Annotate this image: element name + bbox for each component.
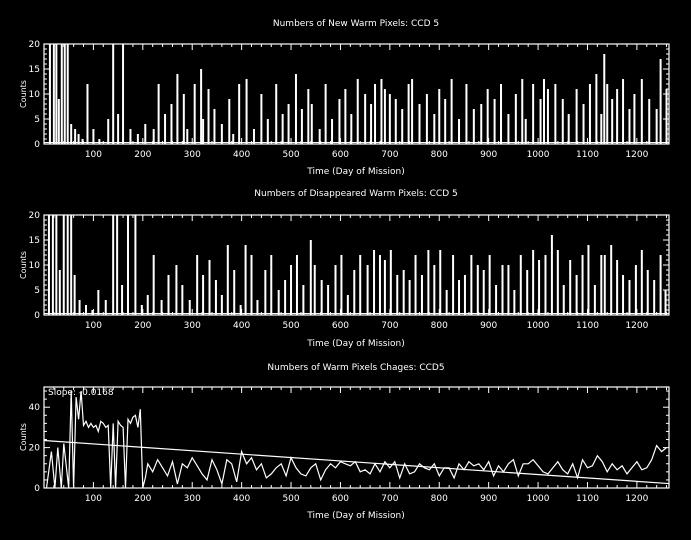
x-tick-label: 100 [85, 494, 102, 504]
plot-frame [43, 386, 670, 489]
y-tick-label: 20 [29, 211, 41, 221]
panel-new-warm-pixels: Numbers of New Warm Pixels: CCD 5 Counts… [19, 19, 670, 177]
x-tick-label: 300 [184, 494, 201, 504]
y-axis-label: Counts [19, 423, 28, 451]
y-tick-label: 40 [29, 403, 41, 413]
x-tick-label: 500 [282, 150, 299, 160]
x-tick-label: 500 [282, 494, 299, 504]
x-tick-label: 100 [85, 321, 102, 331]
y-tick-label: 15 [29, 236, 40, 246]
x-tick-label: 900 [480, 494, 497, 504]
x-tick-label: 500 [282, 321, 299, 331]
x-tick-label: 300 [184, 150, 201, 160]
x-tick-label: 1200 [625, 494, 648, 504]
x-tick-label: 1000 [527, 494, 550, 504]
y-tick-label: 20 [29, 444, 41, 454]
x-tick-label: 1200 [625, 150, 648, 160]
x-tick-label: 600 [332, 150, 349, 160]
x-tick-label: 1100 [576, 321, 599, 331]
y-tick-label: 10 [29, 261, 41, 271]
x-tick-label: 100 [85, 150, 102, 160]
y-axis-label: Counts [19, 80, 28, 108]
x-tick-label: 400 [233, 150, 250, 160]
x-tick-label: 1200 [625, 321, 648, 331]
plot-area: 100 200 300 400 500 600 700 800 900 1000 1100 1200 0… [29, 386, 670, 504]
x-axis-label: Time (Day of Mission) [306, 339, 404, 349]
x-tick-label: 200 [134, 321, 151, 331]
y-axis-label-group: Counts [19, 423, 28, 451]
plot-area: 100 200 300 400 500 600 700 800 900 1000 1100 1200 0… [29, 211, 670, 331]
x-tick-label: 1000 [527, 150, 550, 160]
y-tick-label: 5 [34, 286, 40, 296]
x-tick-label: 400 [233, 321, 250, 331]
y-tick-label: 0 [34, 311, 40, 321]
y-axis-label-group: Counts [19, 80, 28, 108]
x-tick-label: 600 [332, 494, 349, 504]
x-tick-label: 900 [480, 150, 497, 160]
x-tick-label: 200 [134, 150, 151, 160]
x-tick-label: 1000 [527, 321, 550, 331]
x-tick-label: 800 [431, 494, 448, 504]
x-axis-label: Time (Day of Mission) [306, 167, 404, 177]
panel-title: Numbers of New Warm Pixels: CCD 5 [273, 19, 439, 29]
panel-title: Numbers of Disappeared Warm Pixels: CCD … [254, 189, 457, 199]
y-tick-label: 20 [29, 40, 41, 50]
x-tick-label: 700 [381, 150, 398, 160]
y-tick-label: 10 [29, 90, 41, 100]
x-tick-label: 700 [381, 494, 398, 504]
y-axis-label: Counts [19, 251, 28, 279]
x-tick-label: 800 [431, 321, 448, 331]
x-tick-label: 900 [480, 321, 497, 331]
y-tick-label: 15 [29, 65, 40, 75]
panel-disappeared-warm-pixels: Numbers of Disappeared Warm Pixels: CCD … [19, 189, 670, 349]
x-tick-label: 200 [134, 494, 151, 504]
y-tick-label: 0 [34, 484, 40, 494]
plot-area: 100 200 300 400 500 600 700 800 900 1000 1100 1200 0… [29, 40, 670, 160]
x-tick-label: 400 [233, 494, 250, 504]
series-line [45, 390, 667, 489]
x-axis-label: Time (Day of Mission) [306, 511, 404, 521]
y-axis-label-group: Counts [19, 251, 28, 279]
x-tick-label: 300 [184, 321, 201, 331]
panel-warm-pixel-changes: Numbers of Warm Pixels Chages: CCD5 Coun… [19, 363, 670, 521]
y-tick-label: 0 [34, 140, 40, 150]
panel-title: Numbers of Warm Pixels Chages: CCD5 [267, 363, 444, 373]
x-tick-label: 700 [381, 321, 398, 331]
x-tick-label: 1100 [576, 150, 599, 160]
x-tick-label: 800 [431, 150, 448, 160]
x-tick-label: 1100 [576, 494, 599, 504]
trend-line [43, 439, 670, 485]
x-tick-label: 600 [332, 321, 349, 331]
y-tick-label: 5 [34, 115, 40, 125]
